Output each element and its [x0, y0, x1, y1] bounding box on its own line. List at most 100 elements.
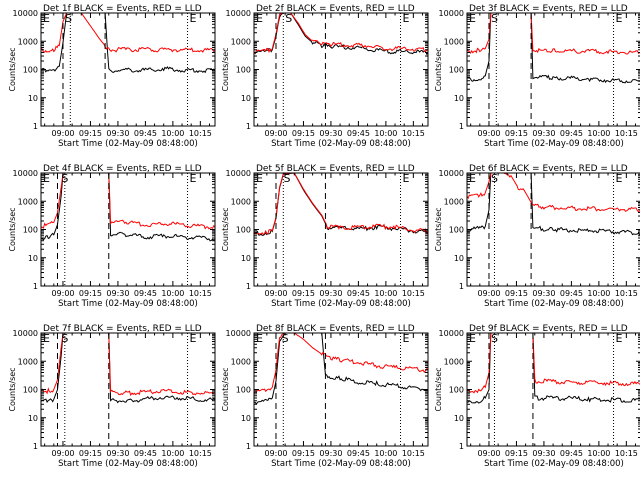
event-marker-e: E	[469, 12, 476, 25]
event-marker-e: E	[43, 332, 50, 345]
lld-series-line	[467, 13, 640, 55]
x-axis-label: Start Time (02-May-09 08:48:00)	[271, 299, 411, 309]
y-axis-label: Counts/sec	[8, 207, 17, 251]
events-series-line	[467, 333, 640, 404]
x-tick-label: 09:45	[347, 449, 370, 458]
x-tick-label: 09:30	[106, 289, 129, 298]
y-tick-label: 10	[28, 254, 38, 263]
x-tick-label: 09:45	[134, 449, 157, 458]
x-tick-label: 10:00	[587, 129, 610, 138]
x-tick-label: 10:00	[161, 289, 184, 298]
x-tick-label: 09:15	[79, 289, 102, 298]
x-tick-label: 09:30	[532, 289, 555, 298]
y-tick-label: 1	[246, 282, 251, 291]
event-marker-e: E	[256, 332, 263, 345]
y-tick-label: 10000	[226, 169, 251, 178]
x-tick-label: 09:00	[477, 449, 500, 458]
y-tick-label: 10000	[439, 329, 464, 338]
x-tick-label: 09:15	[292, 289, 315, 298]
x-tick-label: 09:15	[79, 449, 102, 458]
events-series-line	[41, 173, 215, 242]
x-tick-label: 09:00	[264, 289, 287, 298]
x-tick-label: 09:15	[505, 129, 528, 138]
x-tick-label: 09:30	[106, 129, 129, 138]
chart-title: Det 6f BLACK = Events, RED = LLD	[469, 164, 628, 174]
x-tick-label: 10:00	[587, 289, 610, 298]
event-marker-e: E	[190, 12, 197, 25]
plot-frame	[466, 332, 640, 447]
event-marker-s: S	[61, 172, 68, 185]
x-axis-label: Start Time (02-May-09 08:48:00)	[58, 299, 198, 309]
x-tick-label: 10:15	[615, 289, 638, 298]
event-marker-s: S	[491, 12, 498, 25]
y-tick-label: 10000	[439, 169, 464, 178]
y-tick-label: 1	[246, 442, 251, 451]
y-tick-label: 1000	[231, 37, 251, 46]
x-tick-label: 10:15	[189, 289, 212, 298]
x-tick-label: 09:15	[505, 449, 528, 458]
y-axis-label: Counts/sec	[8, 47, 17, 91]
y-tick-label: 10	[454, 254, 464, 263]
event-marker-e: E	[616, 172, 623, 185]
chart-title: Det 2f BLACK = Events, RED = LLD	[256, 4, 415, 14]
events-series-line	[254, 333, 428, 406]
x-tick-label: 09:15	[292, 129, 315, 138]
y-tick-label: 100	[236, 386, 251, 395]
y-tick-label: 10000	[13, 169, 38, 178]
y-tick-label: 10000	[13, 9, 38, 18]
y-axis-label: Counts/sec	[221, 207, 230, 251]
chart-title: Det 4f BLACK = Events, RED = LLD	[43, 164, 202, 174]
lld-series-line	[41, 173, 215, 230]
y-tick-label: 10000	[226, 9, 251, 18]
lld-series-line	[467, 173, 640, 213]
x-tick-label: 10:15	[402, 129, 425, 138]
lld-series-line	[467, 333, 640, 394]
x-tick-label: 09:45	[134, 289, 157, 298]
x-tick-label: 09:30	[319, 449, 342, 458]
y-tick-label: 1	[459, 282, 464, 291]
x-tick-label: 10:00	[374, 449, 397, 458]
event-marker-s: S	[285, 12, 292, 25]
y-tick-label: 10	[28, 94, 38, 103]
y-tick-label: 1000	[18, 37, 38, 46]
event-marker-e: E	[403, 12, 410, 25]
x-tick-label: 09:45	[560, 289, 583, 298]
chart-title: Det 7f BLACK = Events, RED = LLD	[43, 324, 202, 334]
x-tick-label: 10:00	[374, 129, 397, 138]
x-tick-label: 10:00	[161, 449, 184, 458]
events-series-line	[467, 13, 640, 84]
y-tick-label: 10000	[13, 329, 38, 338]
x-tick-label: 09:00	[264, 449, 287, 458]
y-tick-label: 1	[459, 122, 464, 131]
plot-frame	[466, 172, 640, 287]
x-tick-label: 09:00	[51, 129, 74, 138]
x-tick-label: 09:00	[264, 129, 287, 138]
y-tick-label: 1000	[231, 357, 251, 366]
x-tick-label: 09:45	[347, 129, 370, 138]
y-tick-label: 10	[241, 94, 251, 103]
x-tick-label: 09:45	[560, 449, 583, 458]
y-tick-label: 100	[449, 66, 464, 75]
x-tick-label: 10:15	[189, 129, 212, 138]
y-axis-label: Counts/sec	[434, 367, 443, 411]
chart-title: Det 1f BLACK = Events, RED = LLD	[43, 4, 202, 14]
x-axis-label: Start Time (02-May-09 08:48:00)	[484, 139, 624, 149]
plot-frame	[40, 332, 216, 447]
lld-series-line	[254, 333, 428, 394]
event-marker-e: E	[469, 332, 476, 345]
event-marker-s: S	[283, 172, 290, 185]
chart-title: Det 9f BLACK = Events, RED = LLD	[469, 324, 628, 334]
events-series-line	[467, 173, 640, 236]
x-tick-label: 09:00	[477, 129, 500, 138]
y-axis-label: Counts/sec	[221, 47, 230, 91]
event-marker-e: E	[469, 172, 476, 185]
